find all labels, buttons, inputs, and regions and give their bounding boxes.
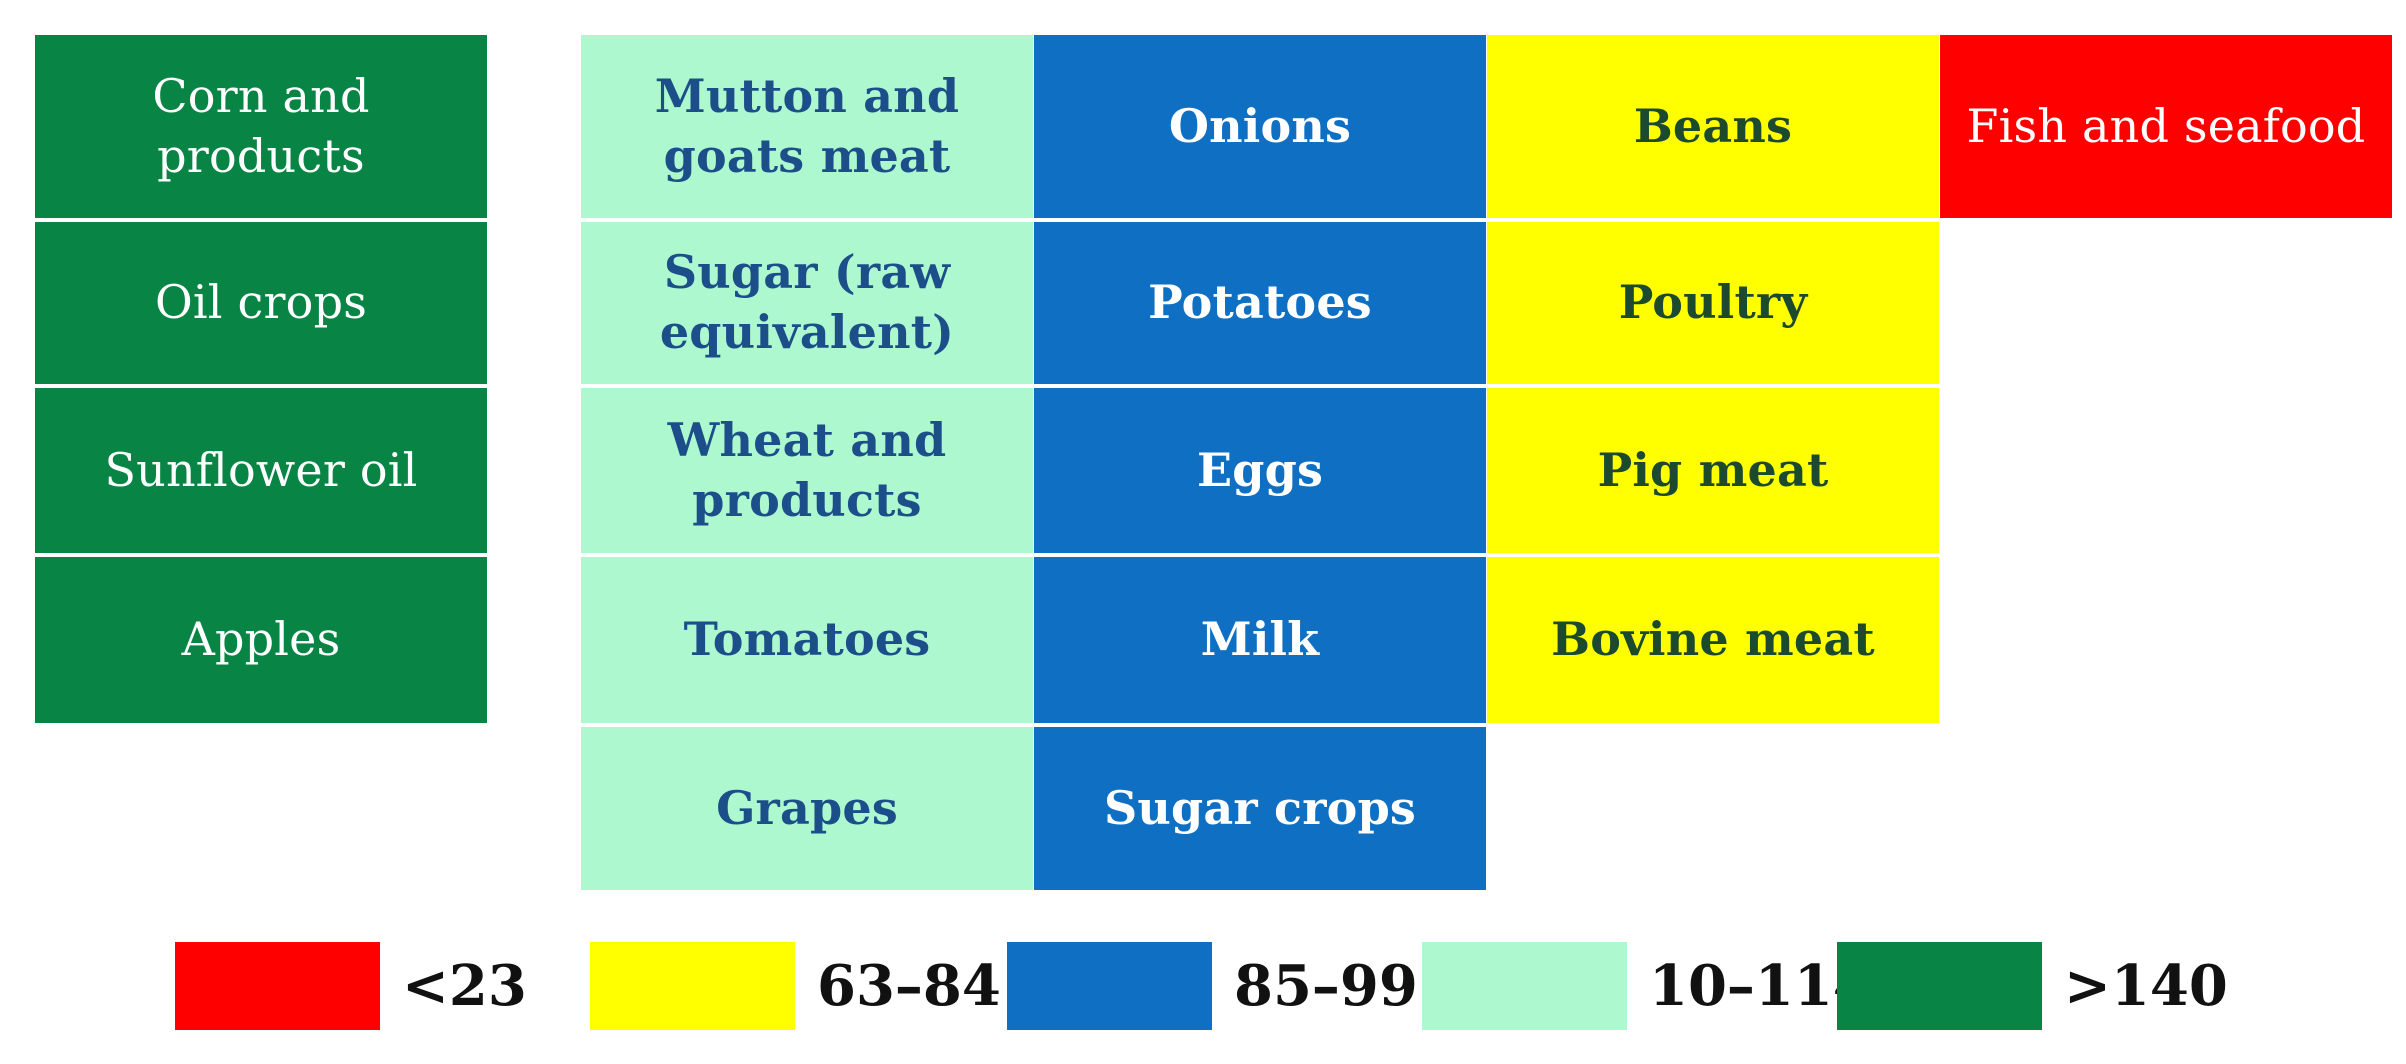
column-10-114: Mutton and goats meat Sugar (raw equival… bbox=[581, 35, 1033, 894]
legend-item-85-99: 85–99 bbox=[1007, 942, 1418, 1030]
cell-sugar-raw-equivalent: Sugar (raw equivalent) bbox=[581, 222, 1033, 384]
column-over-140: Corn and products Oil crops Sunflower oi… bbox=[35, 35, 487, 727]
column-85-99: Onions Potatoes Eggs Milk Sugar crops bbox=[1034, 35, 1486, 894]
cell-eggs: Eggs bbox=[1034, 388, 1486, 553]
legend-swatch-dark-green bbox=[1837, 942, 2042, 1030]
column-under-23: Fish and seafood bbox=[1940, 35, 2392, 222]
cell-poultry: Poultry bbox=[1487, 222, 1939, 384]
cell-apples: Apples bbox=[35, 557, 487, 723]
legend-swatch-blue bbox=[1007, 942, 1212, 1030]
legend-label: 10–114 bbox=[1649, 953, 1872, 1019]
legend-label: <23 bbox=[402, 953, 527, 1019]
cell-beans: Beans bbox=[1487, 35, 1939, 218]
legend-label: >140 bbox=[2064, 953, 2228, 1019]
cell-sugar-crops: Sugar crops bbox=[1034, 727, 1486, 890]
cell-milk: Milk bbox=[1034, 557, 1486, 723]
legend-label: 63–84 bbox=[817, 953, 1001, 1019]
cell-wheat-and-products: Wheat and products bbox=[581, 388, 1033, 553]
cell-onions: Onions bbox=[1034, 35, 1486, 218]
cell-pig-meat: Pig meat bbox=[1487, 388, 1939, 553]
legend-swatch-light-green bbox=[1422, 942, 1627, 1030]
cell-fish-and-seafood: Fish and seafood bbox=[1940, 35, 2392, 218]
legend-item-63-84: 63–84 bbox=[590, 942, 1001, 1030]
legend-label: 85–99 bbox=[1234, 953, 1418, 1019]
legend: <23 63–84 85–99 10–114 >140 bbox=[0, 942, 2406, 1032]
legend-item-over-140: >140 bbox=[1837, 942, 2228, 1030]
cell-sunflower-oil: Sunflower oil bbox=[35, 388, 487, 553]
cell-oil-crops: Oil crops bbox=[35, 222, 487, 384]
cell-grapes: Grapes bbox=[581, 727, 1033, 890]
cell-corn-and-products: Corn and products bbox=[35, 35, 487, 218]
legend-item-under-23: <23 bbox=[175, 942, 527, 1030]
column-63-84: Beans Poultry Pig meat Bovine meat bbox=[1487, 35, 1939, 727]
cell-mutton-and-goats-meat: Mutton and goats meat bbox=[581, 35, 1033, 218]
legend-item-10-114: 10–114 bbox=[1422, 942, 1872, 1030]
cell-tomatoes: Tomatoes bbox=[581, 557, 1033, 723]
cell-potatoes: Potatoes bbox=[1034, 222, 1486, 384]
legend-swatch-yellow bbox=[590, 942, 795, 1030]
legend-swatch-red bbox=[175, 942, 380, 1030]
cell-bovine-meat: Bovine meat bbox=[1487, 557, 1939, 723]
